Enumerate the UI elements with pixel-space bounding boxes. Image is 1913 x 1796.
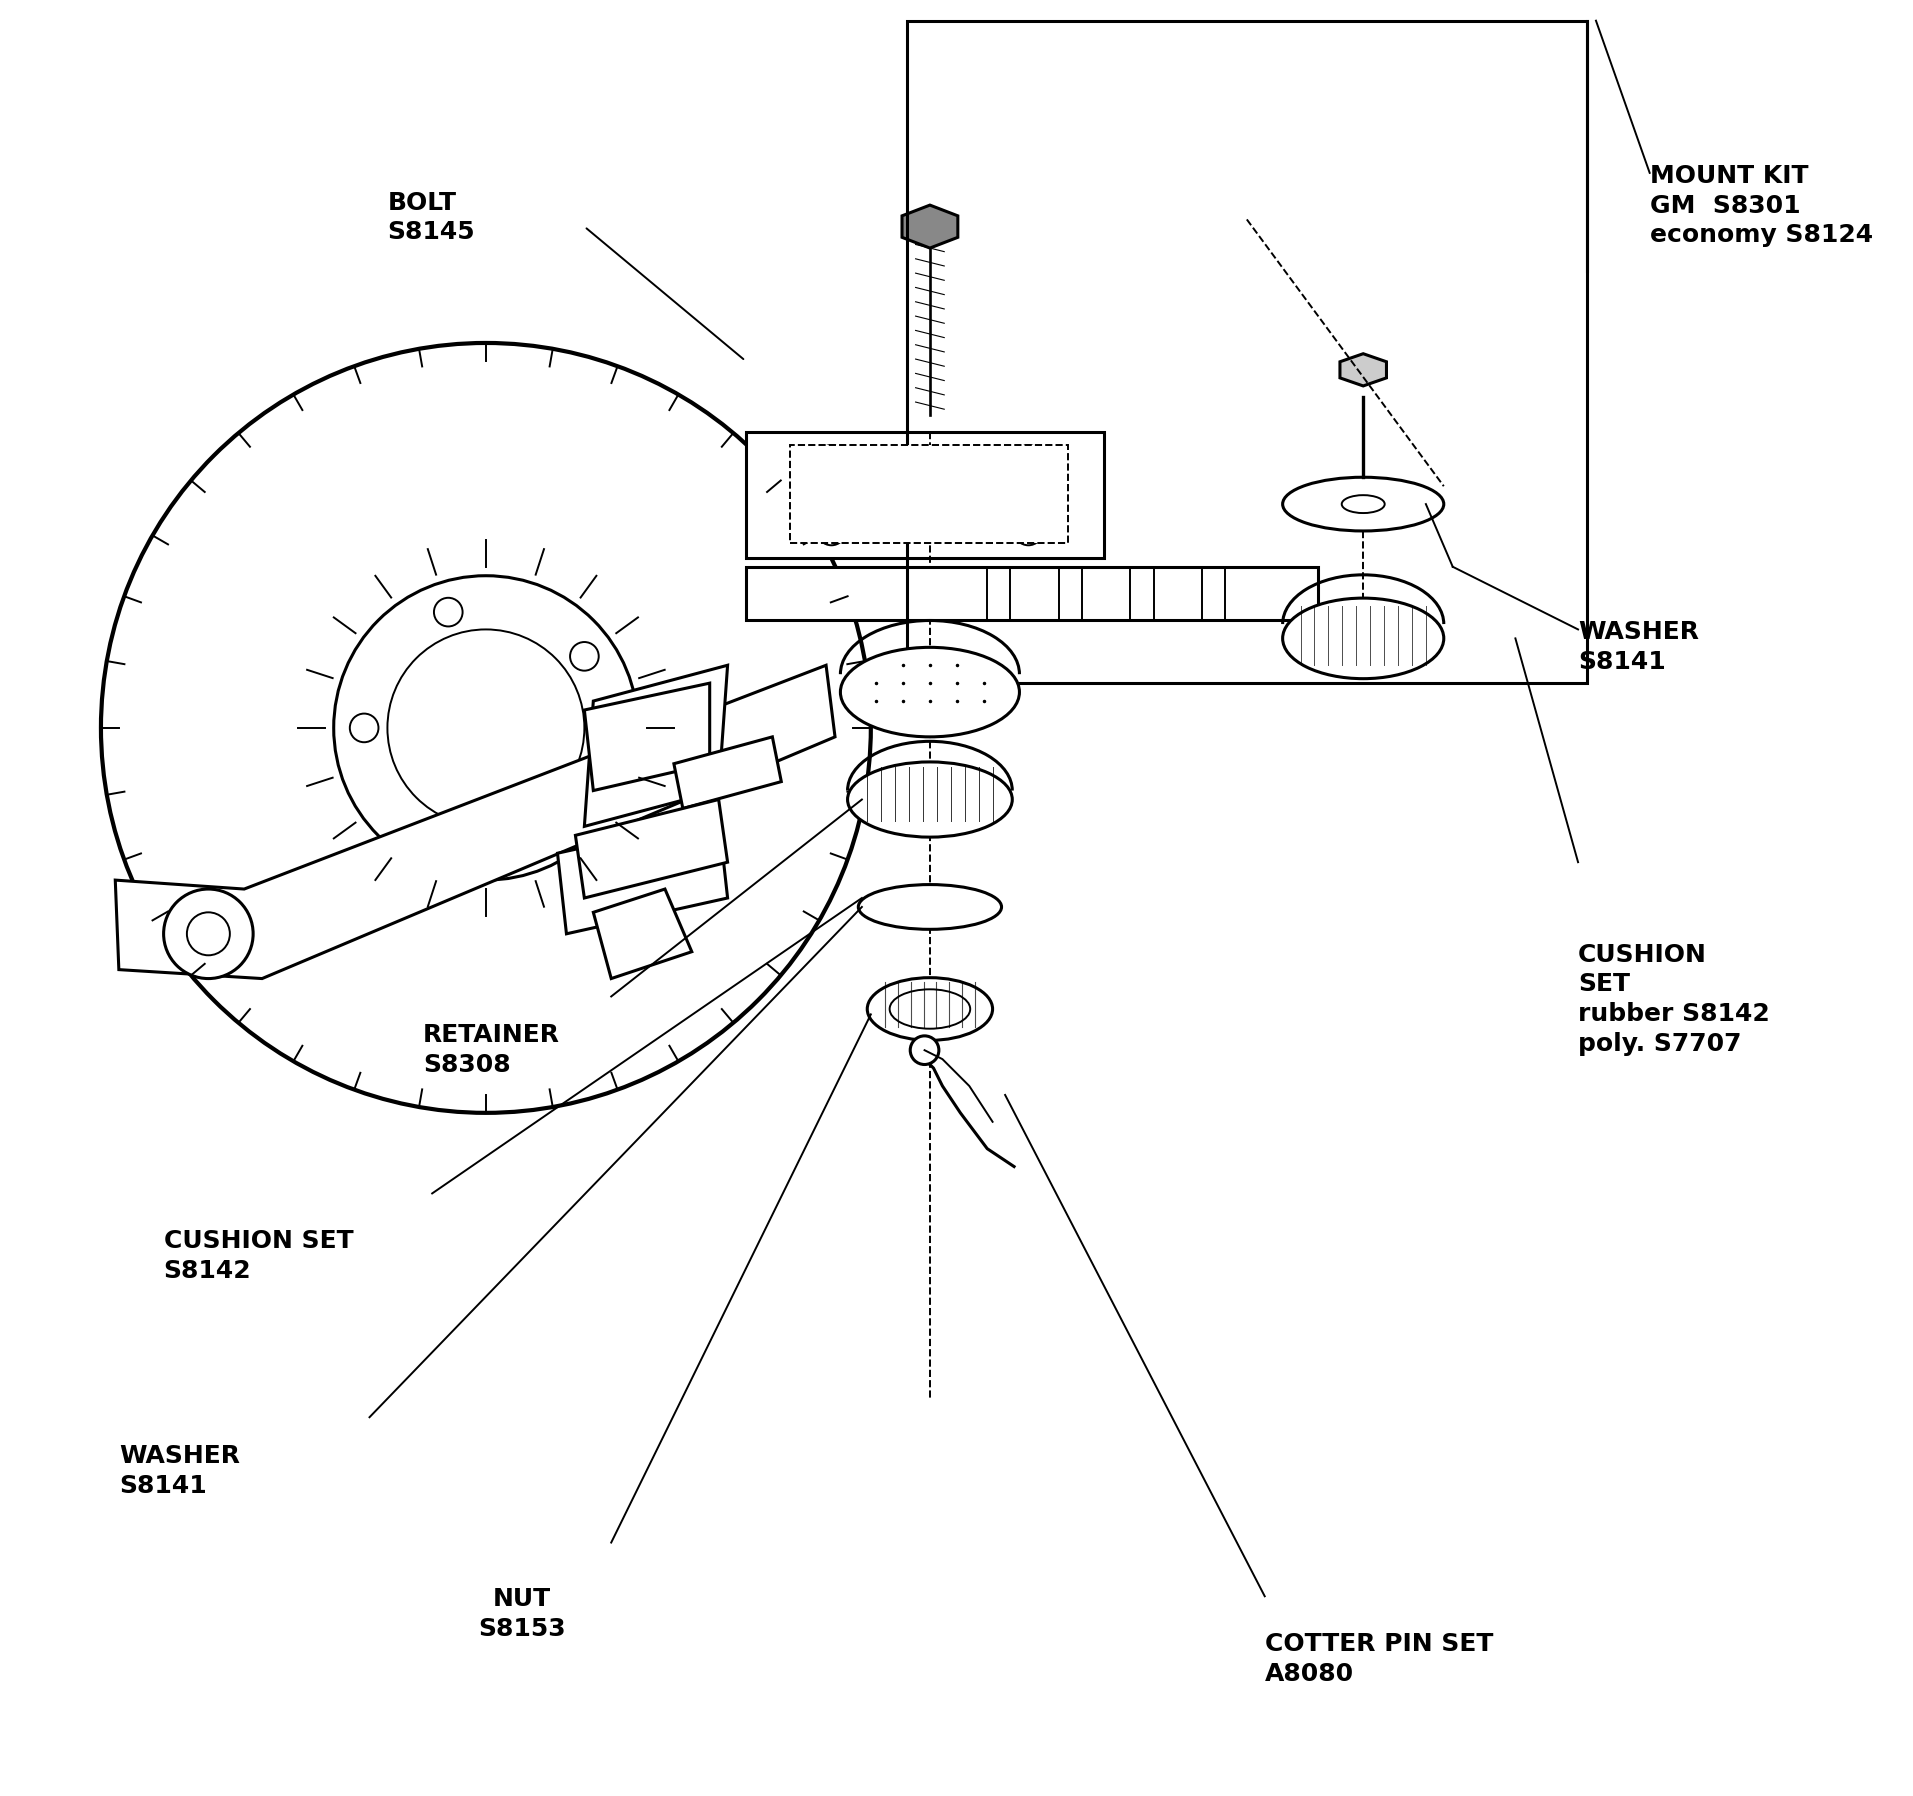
Polygon shape xyxy=(593,889,693,979)
Circle shape xyxy=(388,629,583,826)
Circle shape xyxy=(1014,445,1043,474)
Polygon shape xyxy=(576,799,727,898)
Ellipse shape xyxy=(859,885,1002,929)
Circle shape xyxy=(570,785,599,814)
Ellipse shape xyxy=(1282,598,1444,679)
Ellipse shape xyxy=(1341,496,1385,514)
Polygon shape xyxy=(746,433,1104,559)
Polygon shape xyxy=(903,205,958,248)
Text: RETAINER
S8308: RETAINER S8308 xyxy=(423,1024,561,1078)
Circle shape xyxy=(817,445,846,474)
Text: CUSHION
SET
rubber S8142
poly. S7707: CUSHION SET rubber S8142 poly. S7707 xyxy=(1578,943,1770,1056)
Circle shape xyxy=(187,912,230,955)
Circle shape xyxy=(434,830,463,858)
Circle shape xyxy=(350,713,379,742)
Ellipse shape xyxy=(1282,478,1444,532)
Ellipse shape xyxy=(890,990,970,1029)
Polygon shape xyxy=(583,682,710,790)
Circle shape xyxy=(570,641,599,670)
Text: WASHER
S8141: WASHER S8141 xyxy=(119,1444,239,1498)
Circle shape xyxy=(911,1036,939,1065)
Ellipse shape xyxy=(867,977,993,1040)
Circle shape xyxy=(817,517,846,546)
Ellipse shape xyxy=(840,647,1020,736)
Ellipse shape xyxy=(903,894,956,920)
Ellipse shape xyxy=(886,460,976,532)
Text: WASHER
S8141: WASHER S8141 xyxy=(1578,620,1699,674)
Polygon shape xyxy=(1339,354,1387,386)
Text: COTTER PIN SET
A8080: COTTER PIN SET A8080 xyxy=(1264,1633,1494,1686)
Polygon shape xyxy=(746,568,1318,620)
Circle shape xyxy=(165,889,253,979)
Circle shape xyxy=(1014,517,1043,546)
Polygon shape xyxy=(557,817,727,934)
Bar xyxy=(790,445,1067,544)
Text: NUT
S8153: NUT S8153 xyxy=(478,1588,566,1642)
Bar xyxy=(907,22,1588,682)
Text: CUSHION SET
S8142: CUSHION SET S8142 xyxy=(165,1228,354,1282)
Polygon shape xyxy=(583,665,727,826)
Polygon shape xyxy=(115,665,836,979)
Circle shape xyxy=(333,577,639,880)
Circle shape xyxy=(434,598,463,627)
Ellipse shape xyxy=(847,762,1012,837)
Circle shape xyxy=(101,343,870,1114)
Text: MOUNT KIT
GM  S8301
economy S8124: MOUNT KIT GM S8301 economy S8124 xyxy=(1649,163,1873,248)
Text: BOLT
S8145: BOLT S8145 xyxy=(388,190,474,244)
Polygon shape xyxy=(673,736,781,808)
